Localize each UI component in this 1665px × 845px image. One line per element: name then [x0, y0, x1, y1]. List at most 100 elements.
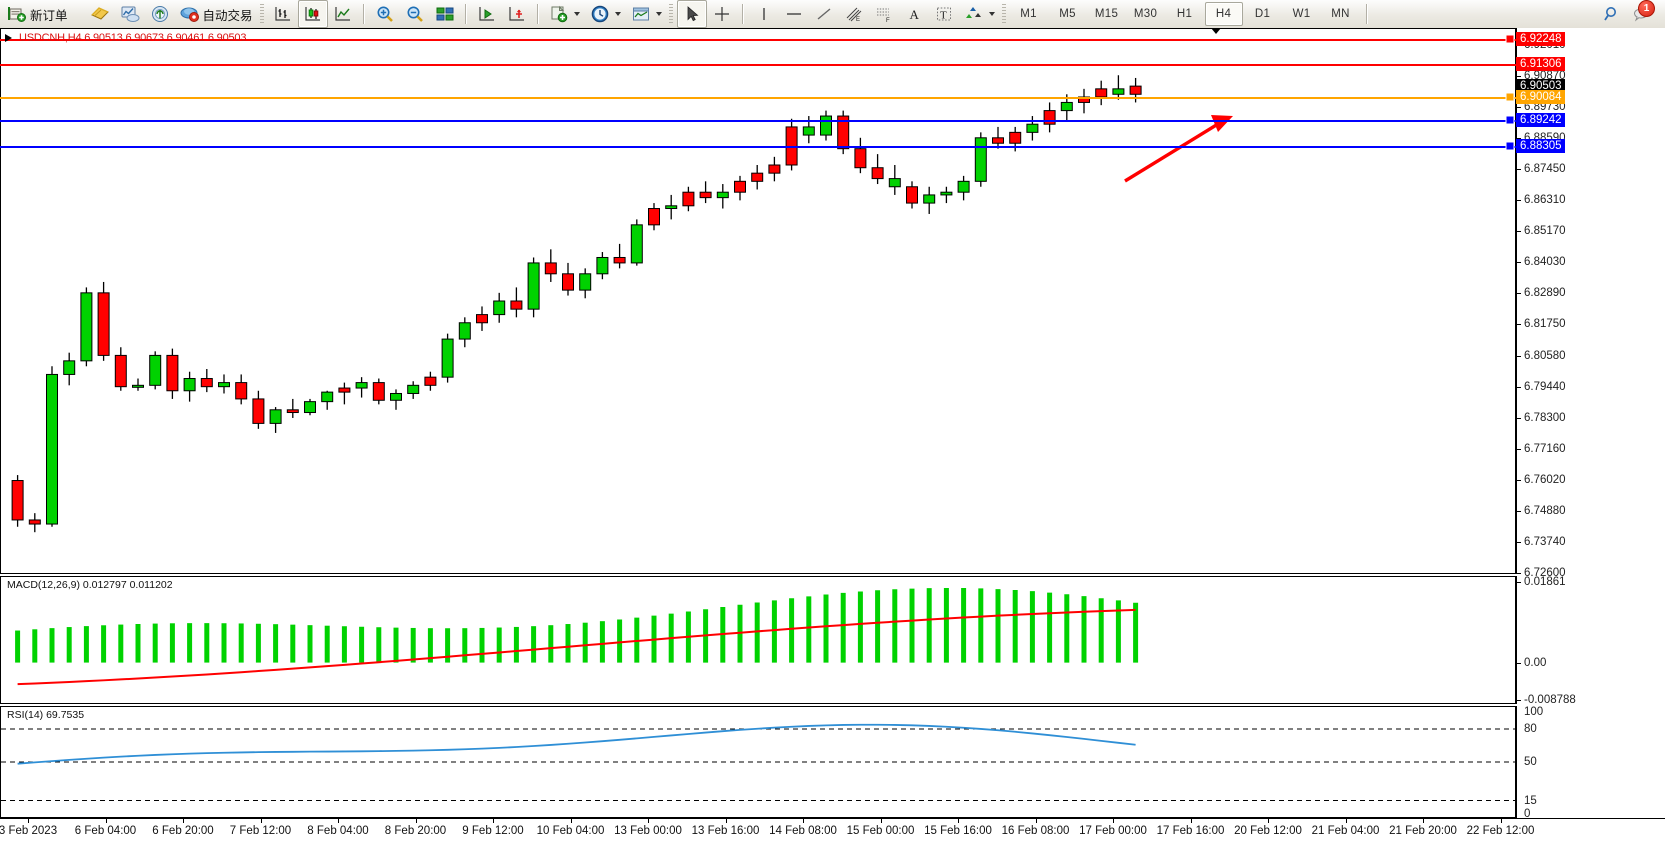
arrows-button[interactable] — [959, 0, 1000, 28]
chart-shift-button[interactable] — [502, 0, 532, 28]
timeframe-button-mn[interactable]: MN — [1331, 8, 1350, 20]
fibonacci-button[interactable]: F — [869, 0, 899, 28]
rsi-svg — [1, 723, 1515, 801]
level-line-pivot[interactable] — [0, 97, 1516, 100]
timeframe-button-m30[interactable]: M30 — [1133, 8, 1158, 20]
arrows-caret-icon[interactable] — [988, 12, 995, 16]
level-tag-current-price[interactable]: 6.90503 — [1516, 79, 1565, 94]
candlestick-chart-button[interactable] — [297, 0, 328, 28]
price-tick-label: 6.80580 — [1524, 349, 1566, 362]
level-tag-resistance[interactable]: 6.92248 — [1516, 31, 1565, 46]
autotrading-icon — [180, 4, 200, 24]
time-tick — [493, 819, 494, 823]
rsi-tick-label: 15 — [1524, 794, 1537, 807]
line-chart-button[interactable] — [328, 0, 358, 28]
crosshair-tool-button[interactable] — [707, 0, 737, 28]
add-indicator-button[interactable] — [544, 0, 585, 28]
bar-chart-icon — [273, 4, 293, 24]
level-handle[interactable] — [1505, 141, 1515, 151]
price-tick — [1516, 138, 1521, 140]
price-axis-line — [1516, 28, 1517, 574]
rsi-label: RSI(14) 69.7535 — [7, 709, 85, 721]
time-tick — [1268, 819, 1269, 823]
time-tick-label: 21 Feb 20:00 — [1389, 825, 1457, 837]
new-order-icon — [7, 4, 27, 24]
timeframe-button-d1[interactable]: D1 — [1254, 8, 1271, 20]
cursor-tool-button[interactable] — [676, 0, 707, 28]
time-tick — [570, 819, 572, 823]
level-line-resistance[interactable] — [0, 38, 1516, 41]
autotrading-button[interactable]: 自动交易 — [175, 0, 258, 28]
price-axis[interactable]: 6.920106.908706.897306.885906.874506.863… — [1516, 28, 1665, 579]
notification-button[interactable]: 1 — [1627, 0, 1657, 28]
toolbar-separator-2 — [464, 4, 467, 24]
timeframe-button-m1[interactable]: M1 — [1020, 8, 1037, 20]
timeframe-button-h1[interactable]: H1 — [1176, 8, 1193, 20]
price-tick-label: 6.84030 — [1524, 256, 1566, 269]
level-handle[interactable] — [1505, 34, 1515, 44]
price-tick-label: 6.78300 — [1524, 411, 1566, 424]
templates-caret-icon[interactable] — [655, 12, 662, 16]
macd-tick — [1516, 662, 1521, 664]
notification-icon: 1 — [1632, 0, 1655, 24]
expert-advisor-button[interactable] — [85, 0, 115, 28]
trendline-button[interactable] — [809, 0, 839, 28]
level-handle[interactable] — [1505, 115, 1515, 125]
level-tag-support[interactable]: 6.89242 — [1516, 113, 1565, 128]
vertical-line-button[interactable] — [749, 0, 779, 28]
period-caret-icon[interactable] — [614, 12, 621, 16]
level-line-support[interactable] — [0, 145, 1516, 148]
bar-chart-button[interactable] — [268, 0, 298, 28]
zoom-out-button[interactable] — [400, 0, 430, 28]
equidistant-channel-icon: E — [844, 4, 864, 24]
time-tick-label: 8 Feb 04:00 — [307, 825, 369, 837]
level-tag-support[interactable]: 6.88305 — [1516, 138, 1565, 153]
trendline-icon — [814, 4, 834, 24]
price-tick — [1516, 200, 1521, 202]
notification-badge: 1 — [1638, 0, 1655, 17]
svg-text:F: F — [886, 18, 890, 24]
templates-button[interactable] — [626, 0, 667, 28]
toolbar-grip-3[interactable] — [1001, 4, 1006, 24]
main-toolbar: 新订单 — [0, 0, 1665, 29]
time-axis[interactable]: 3 Feb 2023 6 Feb 04:00 6 Feb 20:00 7 Feb 12… — [0, 818, 1665, 845]
search-button[interactable] — [1597, 0, 1627, 28]
level-tag-resistance[interactable]: 6.91306 — [1516, 57, 1565, 72]
horizontal-line-button[interactable] — [779, 0, 809, 28]
add-indicator-caret-icon[interactable] — [573, 12, 580, 16]
timeframe-button-h4[interactable]: H4 — [1204, 2, 1243, 26]
level-line-support[interactable] — [0, 120, 1516, 123]
price-tick-label: 6.76020 — [1524, 473, 1566, 486]
price-tick — [1516, 76, 1521, 78]
market-watch-button[interactable] — [115, 0, 145, 28]
equidistant-channel-button[interactable]: E — [839, 0, 869, 28]
rsi-tick-label: 100 — [1524, 706, 1544, 718]
macd-pane[interactable]: MACD(12,26,9) 0.012797 0.011202 — [0, 576, 1516, 704]
toolbar-grip-1[interactable] — [259, 4, 264, 24]
timeframe-button-m5[interactable]: M5 — [1059, 8, 1076, 20]
price-pane[interactable]: USDCNH,H4 6.90513 6.90673 6.90461 6.9050… — [0, 28, 1516, 574]
chart-shift-marker-icon[interactable] — [1211, 28, 1221, 34]
text-label-button[interactable]: T — [929, 0, 959, 28]
level-tag-pivot[interactable]: 6.90084 — [1516, 90, 1565, 105]
new-order-button[interactable]: 新订单 — [2, 0, 73, 28]
zoom-in-button[interactable] — [370, 0, 400, 28]
level-line-resistance[interactable] — [0, 64, 1516, 67]
crosshair-icon — [712, 4, 732, 24]
chart-area[interactable]: USDCNH,H4 6.90513 6.90673 6.90461 6.9050… — [0, 28, 1665, 845]
timeframe-button-m15[interactable]: M15 — [1094, 8, 1119, 20]
svg-text:A: A — [909, 7, 919, 22]
level-handle[interactable] — [1505, 92, 1515, 102]
toolbar-grip-2[interactable] — [668, 4, 673, 24]
text-tool-button[interactable]: A — [899, 0, 929, 28]
tile-windows-button[interactable] — [430, 0, 460, 28]
price-tick — [1516, 107, 1521, 109]
rsi-pane[interactable]: RSI(14) 69.7535 — [0, 706, 1516, 818]
rsi-axis-line — [1516, 706, 1517, 818]
timeframe-button-w1[interactable]: W1 — [1292, 8, 1311, 20]
data-window-button[interactable] — [145, 0, 175, 28]
auto-scroll-button[interactable] — [472, 0, 502, 28]
period-button[interactable] — [585, 0, 626, 28]
market-watch-icon — [120, 4, 140, 24]
autotrading-label: 自动交易 — [202, 8, 253, 23]
